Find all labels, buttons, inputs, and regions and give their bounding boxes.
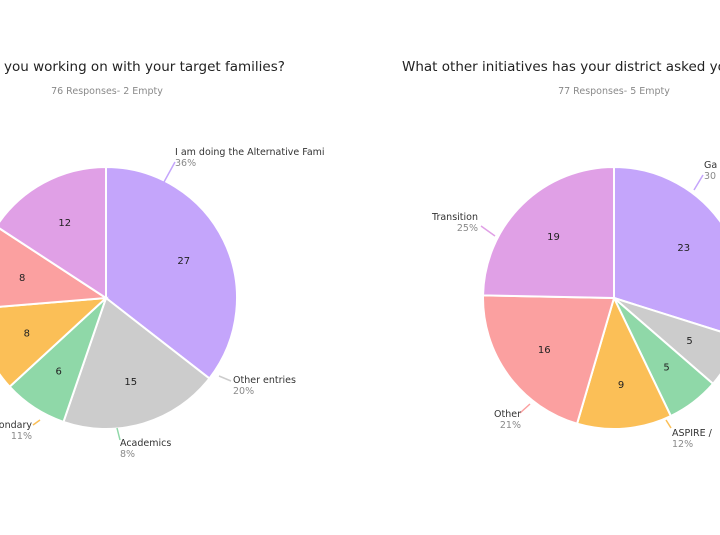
chart1-slice-3-leader xyxy=(116,427,121,441)
chart2-slice-5 xyxy=(482,294,616,425)
chart2-slice-6-value: 19 xyxy=(547,232,560,243)
chart2-slice-4-value: 9 xyxy=(618,380,624,391)
chart2-slice-5-value: 16 xyxy=(538,345,551,356)
chart2-slice-1-value: 23 xyxy=(677,243,690,254)
chart1-slice-2-value: 15 xyxy=(124,377,137,388)
chart1-subtitle: 76 Responses- 2 Empty xyxy=(51,86,163,97)
chart1-slice-1-percent: 36% xyxy=(175,158,196,169)
chart1-slice-4-label: ondary xyxy=(0,420,32,431)
chart2-slice-1-leader xyxy=(693,174,704,191)
chart1-slice-1-value: 27 xyxy=(177,256,190,267)
chart1-slice-2-leader xyxy=(218,375,232,382)
chart2-slice-5-label: Other xyxy=(494,409,521,420)
chart1-slice-6 xyxy=(0,165,107,300)
chart2-slice-1-percent: 30 xyxy=(704,171,716,182)
chart1-slice-4-percent: 11% xyxy=(11,431,32,442)
chart2-slice-5-leader xyxy=(519,403,531,414)
chart2-slice-5-percent: 21% xyxy=(500,420,521,431)
chart1-slice-4 xyxy=(0,296,109,389)
chart2-slice-6-leader xyxy=(480,225,496,237)
chart1-slice-4-value: 8 xyxy=(24,329,30,340)
chart2-slice-4-percent: 12% xyxy=(672,439,693,450)
chart1-slice-2 xyxy=(62,296,211,430)
chart1-slice-1-label: I am doing the Alternative Fami xyxy=(175,147,325,158)
chart2-slice-3-value: 5 xyxy=(663,363,669,374)
chart1-slice-2-label: Other entries xyxy=(233,375,296,386)
chart1-slice-2-percent: 20% xyxy=(233,386,254,397)
chart1-slice-4-leader xyxy=(32,419,41,426)
chart1-slice-5-value: 8 xyxy=(19,273,25,284)
chart1-slice-6-value: 12 xyxy=(58,218,71,229)
chart2-title: What other initiatives has your district… xyxy=(402,59,720,75)
chart2-slice-6 xyxy=(482,165,615,300)
chart1-slice-5 xyxy=(0,227,109,308)
chart2-slice-1-label: Ga xyxy=(704,160,717,171)
chart2-slice-4-leader xyxy=(665,419,672,429)
chart1-slice-1-leader xyxy=(163,161,176,183)
chart1-slice-3-label: Academics xyxy=(120,438,171,449)
chart1-slice-1 xyxy=(105,165,238,380)
chart2-slice-6-label: Transition xyxy=(431,212,478,223)
chart2-slice-2-value: 5 xyxy=(686,336,692,347)
chart2-slice-6-percent: 25% xyxy=(457,223,478,234)
chart2-slice-4-label: ASPIRE / xyxy=(672,428,713,439)
chart1-slice-3-percent: 8% xyxy=(120,449,135,460)
chart2-subtitle: 77 Responses- 5 Empty xyxy=(558,86,670,97)
chart1-slice-3-value: 6 xyxy=(56,366,62,377)
chart1-title: you working on with your target families… xyxy=(4,59,285,75)
chart2-slice-4 xyxy=(575,295,673,430)
